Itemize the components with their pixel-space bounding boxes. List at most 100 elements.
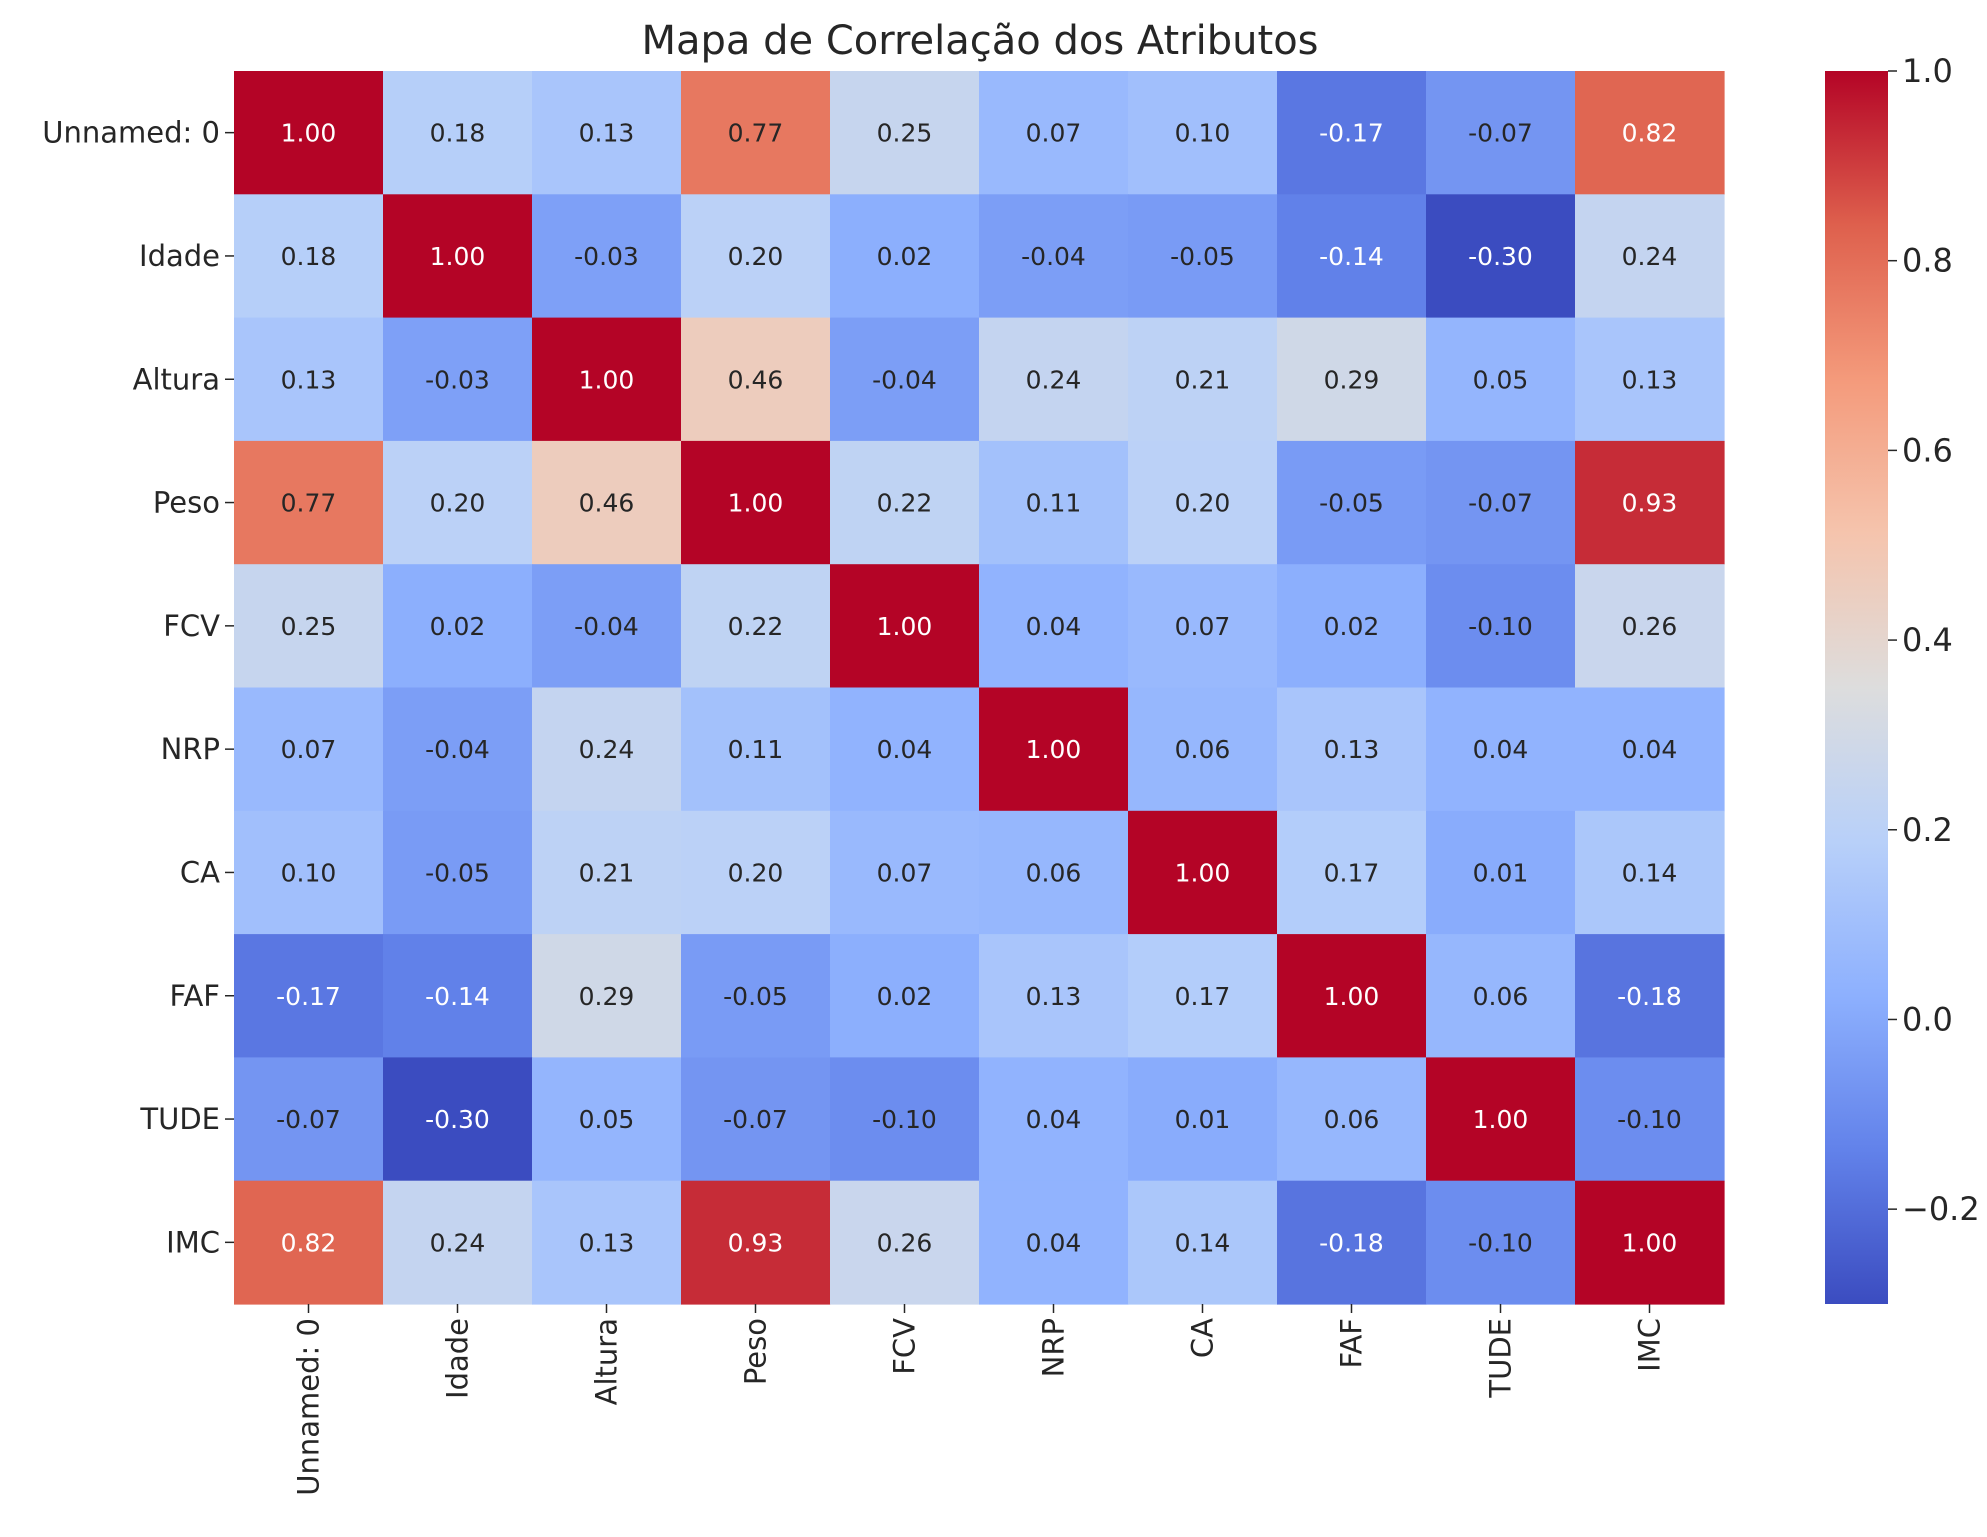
heatmap-cell bbox=[681, 317, 831, 442]
cell-value-label: 0.06 bbox=[1324, 1105, 1380, 1134]
colorbar-tick-label: 0.8 bbox=[1902, 242, 1953, 280]
cell-value-label: 0.13 bbox=[1622, 365, 1678, 394]
heatmap-cell bbox=[1277, 1057, 1427, 1182]
heatmap-cell bbox=[532, 317, 682, 442]
cell-value-label: -0.07 bbox=[276, 1105, 341, 1134]
heatmap-cell bbox=[979, 810, 1129, 935]
heatmap-cell bbox=[1277, 687, 1427, 812]
cell-value-label: 1.00 bbox=[281, 119, 337, 148]
cell-value-label: -0.04 bbox=[872, 365, 937, 394]
y-tick-label-faf: FAF bbox=[169, 979, 220, 1013]
x-tick-label-tude: TUDE bbox=[1484, 1318, 1518, 1399]
heatmap-cell bbox=[1128, 1180, 1278, 1305]
heatmap-cell bbox=[383, 687, 533, 812]
cell-value-label: 0.04 bbox=[1026, 612, 1082, 641]
cell-value-label: 0.24 bbox=[1026, 365, 1082, 394]
heatmap-cell bbox=[234, 687, 384, 812]
cell-value-label: 1.00 bbox=[877, 612, 933, 641]
cell-value-label: 1.00 bbox=[430, 242, 486, 271]
cell-value-label: -0.05 bbox=[723, 982, 788, 1011]
heatmap-cell bbox=[1128, 810, 1278, 935]
x-tick-labels: Unnamed: 0 Idade Altura Peso FCV NRP CA FAF TUDE… bbox=[292, 1304, 1667, 1496]
heatmap-cell bbox=[383, 194, 533, 319]
y-tick-label-unnamed-0: Unnamed: 0 bbox=[42, 116, 220, 150]
heatmap-cell bbox=[681, 564, 831, 689]
y-tick-labels: Unnamed: 0 Idade Altura Peso FCV NRP CA FAF TUDE… bbox=[42, 116, 234, 1259]
y-tick-label-imc: IMC bbox=[166, 1225, 220, 1259]
colorbar-tick-label: 1.0 bbox=[1902, 52, 1953, 90]
heatmap-cell bbox=[830, 934, 980, 1058]
heatmap-cell bbox=[979, 71, 1129, 195]
x-tick-label-ca: CA bbox=[1186, 1318, 1220, 1358]
heatmap-cell bbox=[979, 1057, 1129, 1182]
heatmap-cell bbox=[681, 71, 831, 195]
heatmap-cell bbox=[1426, 1057, 1576, 1182]
x-tick-label-imc: IMC bbox=[1633, 1318, 1667, 1372]
cell-value-label: 0.07 bbox=[1175, 612, 1231, 641]
heatmap-cell bbox=[1277, 71, 1427, 195]
cell-value-label: 0.02 bbox=[1324, 612, 1380, 641]
cell-value-label: -0.18 bbox=[1319, 1228, 1384, 1257]
heatmap-cell bbox=[830, 194, 980, 319]
heatmap-cell bbox=[979, 934, 1129, 1058]
heatmap-cell bbox=[383, 1180, 533, 1305]
cell-value-label: 1.00 bbox=[1622, 1228, 1678, 1257]
cell-value-label: 0.06 bbox=[1026, 858, 1082, 887]
cell-value-label: 0.10 bbox=[281, 858, 337, 887]
heatmap-cell bbox=[1128, 564, 1278, 689]
cell-value-label: 0.82 bbox=[281, 1228, 337, 1257]
heatmap-cells bbox=[234, 71, 1725, 1305]
heatmap-cell bbox=[234, 1057, 384, 1182]
cell-value-label: 0.07 bbox=[281, 735, 337, 764]
heatmap-cell bbox=[681, 687, 831, 812]
cell-value-label: 0.18 bbox=[430, 119, 486, 148]
cell-value-label: -0.05 bbox=[425, 858, 490, 887]
heatmap-cell bbox=[532, 687, 682, 812]
heatmap-cell bbox=[979, 317, 1129, 442]
cell-value-label: 0.25 bbox=[281, 612, 337, 641]
cell-value-label: -0.05 bbox=[1319, 489, 1384, 518]
cell-value-label: 0.20 bbox=[728, 242, 784, 271]
cell-value-label: 0.77 bbox=[728, 119, 784, 148]
heatmap-cell bbox=[830, 1180, 980, 1305]
heatmap-cell bbox=[1575, 194, 1725, 319]
cell-value-label: 0.04 bbox=[1026, 1105, 1082, 1134]
heatmap-cell bbox=[681, 810, 831, 935]
cell-value-label: 0.29 bbox=[1324, 365, 1380, 394]
y-tick-label-altura: Altura bbox=[133, 362, 220, 396]
cell-value-label: -0.10 bbox=[872, 1105, 937, 1134]
heatmap-cell bbox=[1575, 71, 1725, 195]
heatmap-cell bbox=[234, 1180, 384, 1305]
cell-value-label: -0.07 bbox=[1468, 489, 1533, 518]
cell-value-label: -0.04 bbox=[574, 612, 639, 641]
heatmap-cell bbox=[1426, 810, 1576, 935]
heatmap-cell bbox=[681, 1057, 831, 1182]
cell-value-label: 0.77 bbox=[281, 489, 337, 518]
heatmap-cell bbox=[1128, 71, 1278, 195]
heatmap-cell bbox=[979, 440, 1129, 565]
heatmap-cell bbox=[1426, 564, 1576, 689]
cell-value-label: -0.03 bbox=[574, 242, 639, 271]
cell-value-label: 0.21 bbox=[1175, 365, 1231, 394]
heatmap-cell bbox=[979, 1180, 1129, 1305]
cell-value-label: -0.07 bbox=[1468, 119, 1533, 148]
cell-value-label: 0.01 bbox=[1473, 858, 1529, 887]
heatmap-cell bbox=[532, 194, 682, 319]
heatmap-cell bbox=[532, 1057, 682, 1182]
cell-value-label: 0.29 bbox=[579, 982, 635, 1011]
heatmap-cell bbox=[1277, 317, 1427, 442]
cell-value-label: -0.17 bbox=[276, 982, 341, 1011]
colorbar-tick-label: 0.4 bbox=[1902, 621, 1953, 659]
heatmap-cell bbox=[681, 934, 831, 1058]
y-tick-label-tude: TUDE bbox=[139, 1102, 220, 1136]
cell-value-label: -0.05 bbox=[1170, 242, 1235, 271]
heatmap-cell bbox=[383, 810, 533, 935]
cell-value-label: 0.04 bbox=[1026, 1228, 1082, 1257]
heatmap-cell bbox=[1128, 317, 1278, 442]
cell-value-label: 0.22 bbox=[728, 612, 784, 641]
cell-value-label: -0.10 bbox=[1468, 612, 1533, 641]
heatmap-cell bbox=[681, 194, 831, 319]
cell-value-label: 0.46 bbox=[579, 489, 635, 518]
heatmap-cell bbox=[234, 317, 384, 442]
